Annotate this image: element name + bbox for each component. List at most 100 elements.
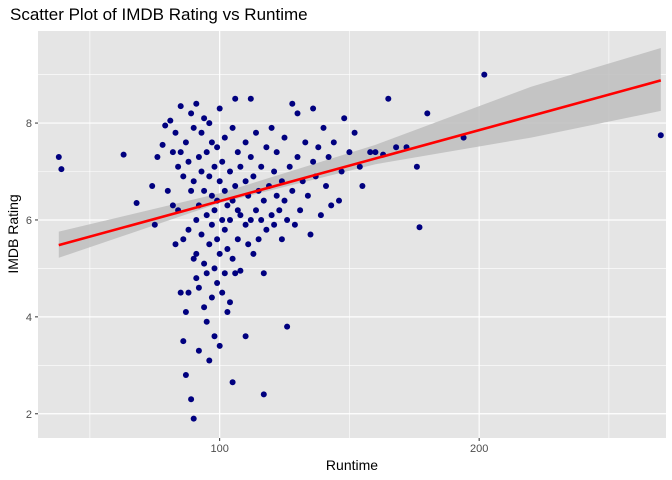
data-point (657, 132, 664, 139)
data-point (214, 280, 221, 286)
data-point (221, 134, 228, 141)
data-point (307, 231, 314, 238)
x-axis-ticks: 100 200 (210, 438, 488, 455)
data-point (289, 100, 296, 107)
data-point (250, 250, 257, 257)
data-point (341, 115, 348, 122)
data-point (294, 110, 301, 117)
data-point (250, 173, 257, 180)
data-point (263, 144, 270, 151)
data-point (351, 129, 358, 136)
data-point (253, 129, 259, 136)
data-point (214, 144, 221, 151)
data-point (315, 144, 322, 151)
y-tick-label: 4 (26, 312, 32, 324)
data-point (317, 212, 324, 219)
data-point (177, 103, 184, 110)
data-point (185, 289, 192, 296)
data-point (188, 187, 195, 194)
data-point (219, 158, 226, 165)
data-point (219, 289, 226, 296)
data-point (172, 129, 179, 136)
data-point (237, 212, 244, 219)
data-point (224, 202, 231, 209)
data-point (133, 200, 140, 206)
data-point (180, 338, 187, 345)
data-point (424, 110, 431, 117)
confidence-band (58, 48, 661, 258)
data-point (221, 226, 228, 233)
data-point (198, 168, 205, 175)
data-point (208, 221, 215, 228)
data-point (328, 202, 335, 209)
data-point (320, 124, 327, 131)
data-point (271, 221, 278, 228)
data-point (193, 100, 200, 107)
data-point (201, 304, 208, 311)
y-tick-label: 6 (26, 215, 32, 227)
data-point (201, 115, 208, 122)
data-point (185, 226, 192, 233)
data-point (198, 129, 205, 136)
y-tick-label: 8 (26, 118, 32, 130)
data-point (281, 134, 288, 141)
data-point (242, 139, 249, 146)
data-point (149, 183, 156, 189)
data-point (245, 241, 252, 248)
data-point (206, 120, 213, 127)
data-point (232, 270, 239, 277)
data-point (211, 333, 218, 340)
data-point (260, 197, 267, 204)
data-point (310, 158, 317, 165)
data-point (284, 323, 291, 330)
data-point (58, 166, 65, 173)
data-point (120, 151, 127, 158)
data-point (193, 275, 200, 282)
data-point (221, 187, 228, 194)
data-point (203, 318, 210, 325)
data-point (201, 187, 208, 194)
data-point (271, 168, 278, 175)
data-point (159, 141, 166, 148)
data-point (232, 183, 239, 189)
data-point (372, 149, 379, 156)
data-point (237, 163, 244, 170)
data-point (224, 309, 231, 315)
data-point (336, 197, 342, 204)
data-point (273, 149, 280, 156)
data-point (193, 217, 200, 223)
data-point (297, 207, 304, 214)
data-point (55, 154, 62, 160)
data-point (247, 95, 254, 102)
data-point (242, 178, 249, 185)
data-point (323, 183, 329, 189)
data-point (185, 158, 192, 165)
data-point (338, 168, 345, 175)
data-point (214, 236, 221, 243)
data-point (302, 139, 309, 146)
data-point (211, 207, 218, 214)
data-point (232, 95, 239, 102)
data-point (310, 105, 317, 112)
data-point (253, 207, 259, 214)
data-point (208, 192, 215, 199)
data-point (258, 163, 265, 170)
data-point (188, 396, 195, 403)
data-point (203, 270, 210, 277)
data-point (291, 221, 298, 228)
x-tick-label: 100 (210, 443, 228, 455)
data-point (182, 372, 189, 378)
data-point (413, 163, 420, 170)
data-point (229, 255, 236, 262)
data-point (263, 226, 270, 233)
data-point (276, 207, 283, 214)
data-point (216, 105, 223, 112)
x-tick-label: 200 (470, 443, 488, 455)
data-point (242, 221, 249, 228)
data-point (175, 163, 182, 170)
data-point (177, 149, 184, 156)
data-point (172, 241, 179, 248)
trend-line (58, 79, 662, 247)
data-point (151, 221, 158, 228)
major-gridlines (38, 31, 666, 438)
